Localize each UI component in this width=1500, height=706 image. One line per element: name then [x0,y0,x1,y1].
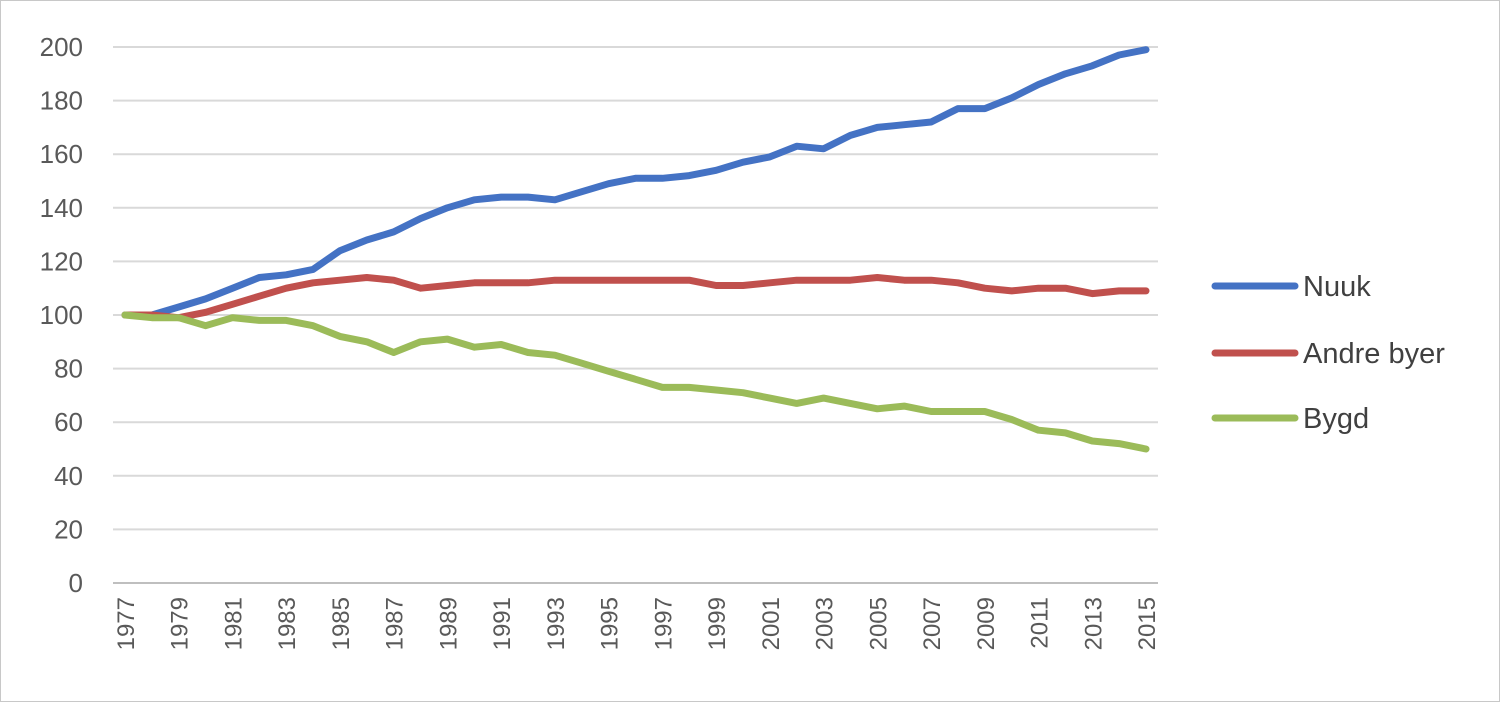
series-line-nuuk [121,46,1150,319]
x-tick-label: 1977 [113,597,140,650]
series-line-bygd [121,311,1150,453]
y-tick-label: 140 [40,193,83,223]
x-tick-label: 1993 [543,597,570,650]
legend: Nuuk Andre byer Bygd [1211,271,1445,435]
y-tick-label: 160 [40,139,83,169]
x-tick-label: 1979 [167,597,194,650]
legend-label-andre-byer: Andre byer [1303,338,1445,370]
x-tick-label: 1983 [274,597,301,650]
y-tick-label: 0 [69,568,83,598]
y-tick-label: 60 [54,407,83,437]
axes: 0 20 40 60 80 100 120 140 160 180 200 1977 1979 1981 1… [40,32,1161,650]
y-tick-label: 80 [54,354,83,384]
x-tick-label: 2015 [1134,597,1161,650]
x-tick-label: 1999 [704,597,731,650]
x-tick-label: 1981 [220,597,247,650]
x-tick-label: 1985 [328,597,355,650]
y-tick-label: 100 [40,300,83,330]
y-tick-label: 200 [40,32,83,62]
y-tick-label: 20 [54,514,83,544]
x-tick-label: 2005 [865,597,892,650]
x-tick-label: 1991 [489,597,516,650]
y-tick-label: 120 [40,246,83,276]
x-tick-label: 1995 [597,597,624,650]
series-lines [121,46,1150,453]
gridlines [113,46,1158,531]
x-tick-label: 2007 [919,597,946,650]
y-tick-label: 180 [40,86,83,116]
x-tick-label: 1989 [435,597,462,650]
legend-label-bygd: Bygd [1303,403,1369,435]
y-tick-label: 40 [54,461,83,491]
x-tick-label: 2001 [758,597,785,650]
series-line-andre-byer [121,274,1150,322]
x-tick-label: 1987 [382,597,409,650]
x-tick-label: 2013 [1080,597,1107,650]
x-tick-label: 2011 [1027,597,1054,649]
x-tick-label: 2009 [973,597,1000,650]
x-tick-label: 1997 [650,597,677,650]
legend-label-nuuk: Nuuk [1303,271,1371,303]
x-tick-label: 2003 [812,597,839,650]
